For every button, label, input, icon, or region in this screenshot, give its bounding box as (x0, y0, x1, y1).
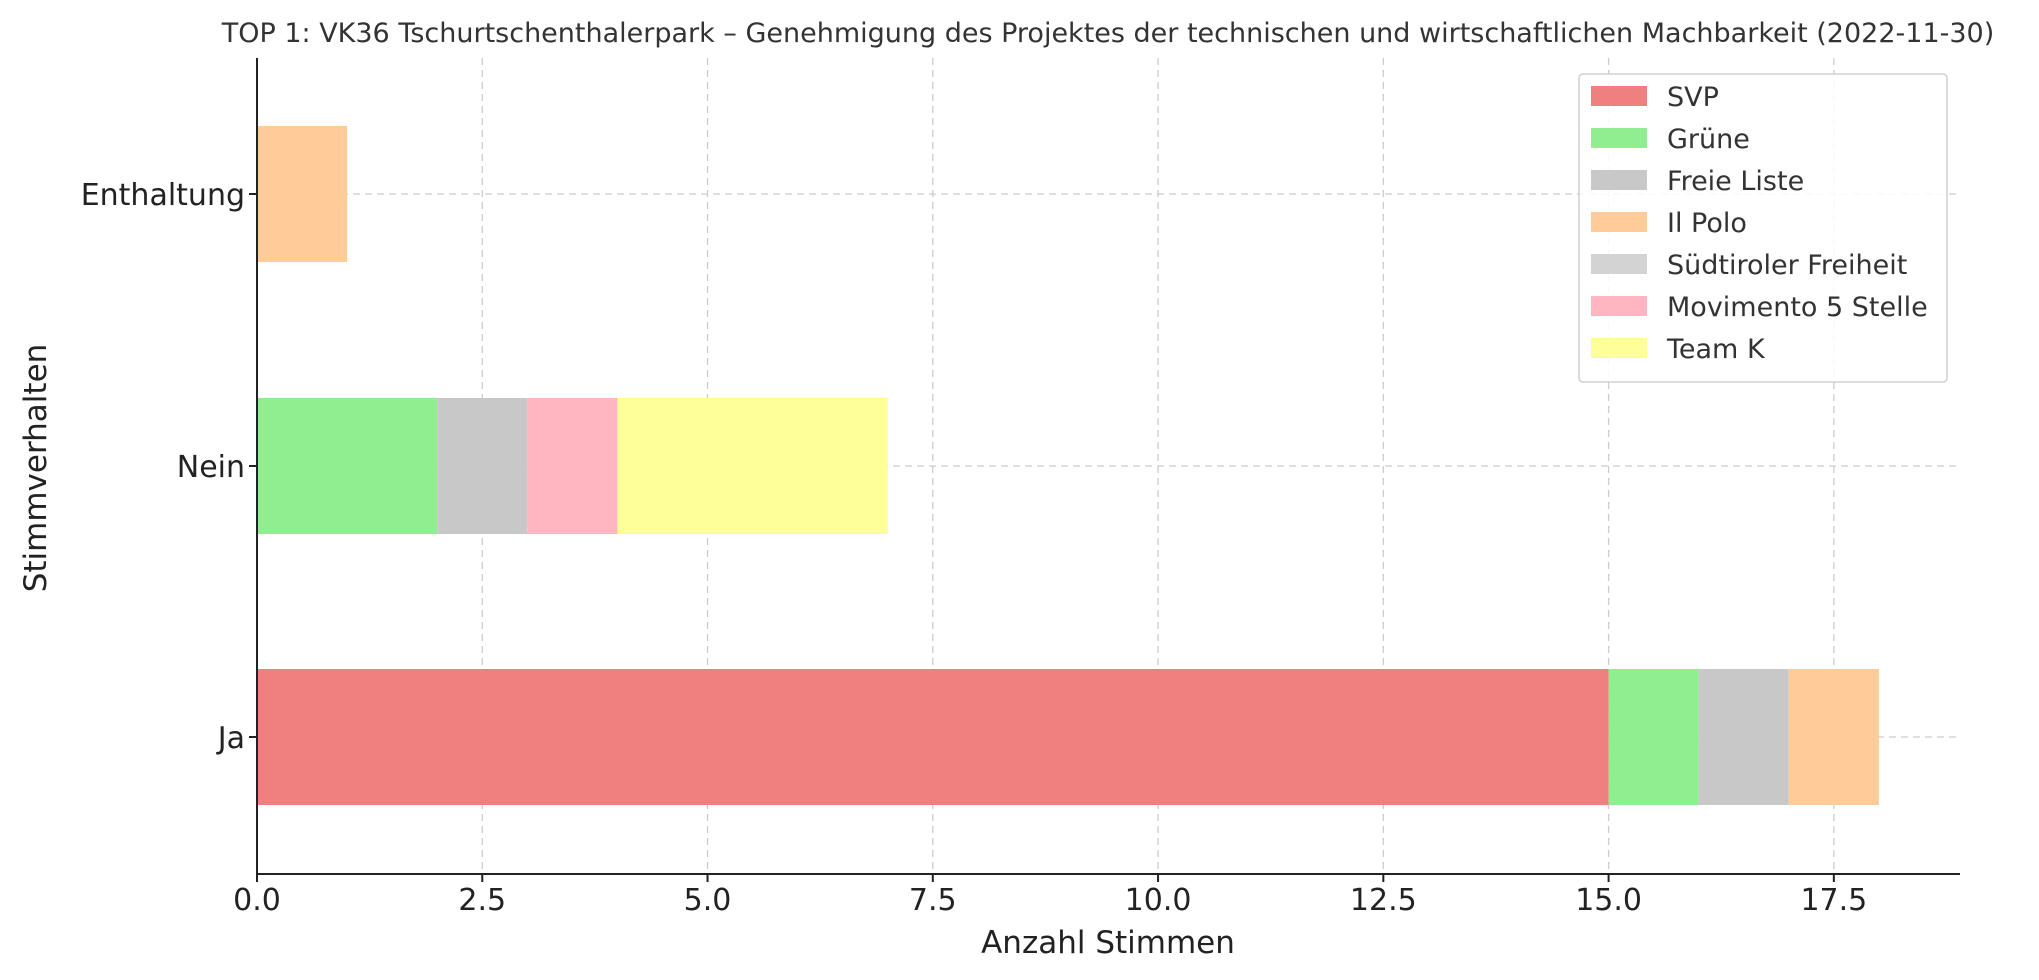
y-tick-label: Enthaltung (81, 178, 245, 213)
x-tick-label: 5.0 (684, 883, 732, 918)
bar-segment (527, 398, 618, 534)
legend-swatch (1591, 212, 1647, 232)
x-tick-label: 7.5 (909, 883, 957, 918)
legend-swatch (1591, 128, 1647, 148)
bar-segment (617, 398, 888, 534)
legend-label: Il Polo (1667, 208, 1747, 239)
legend: SVP Grüne Freie Liste Il Polo Südtiroler Fre… (1578, 73, 1948, 383)
legend-label: Grüne (1667, 124, 1750, 155)
bar-segment (437, 398, 528, 534)
legend-swatch (1591, 170, 1647, 190)
y-tick-label: Nein (177, 450, 245, 485)
legend-box (1578, 73, 1948, 383)
x-tick-label: 12.5 (1350, 883, 1417, 918)
legend-label: Team K (1666, 334, 1766, 365)
bar-segment (257, 398, 438, 534)
y-axis-label: Stimmverhalten (18, 344, 54, 593)
chart-title: TOP 1: VK36 Tschurtschenthalerpark – Gen… (221, 18, 1995, 49)
x-tick-label: 10.0 (1125, 883, 1192, 918)
ticks: 0.0 2.5 5.0 7.5 10.0 12.5 15.0 17.5 Ja Nein Enthal… (81, 178, 1868, 918)
bar-segment (1608, 669, 1699, 805)
bar-segment (1698, 669, 1789, 805)
x-tick-label: 2.5 (458, 883, 506, 918)
y-tick-label: Ja (216, 721, 245, 756)
legend-label: Freie Liste (1667, 166, 1804, 197)
x-axis-label: Anzahl Stimmen (981, 925, 1235, 961)
legend-swatch (1591, 296, 1647, 316)
bar-segment (257, 126, 348, 262)
legend-swatch (1591, 254, 1647, 274)
bar-segment (1788, 669, 1879, 805)
legend-swatch (1591, 338, 1647, 358)
legend-swatch (1591, 86, 1647, 106)
legend-label: Südtiroler Freiheit (1667, 250, 1907, 281)
x-tick-label: 0.0 (233, 883, 281, 918)
x-tick-label: 15.0 (1575, 883, 1642, 918)
x-tick-label: 17.5 (1800, 883, 1867, 918)
bars (257, 126, 1879, 805)
bar-segment (257, 669, 1609, 805)
legend-label: SVP (1667, 82, 1719, 113)
legend-label: Movimento 5 Stelle (1667, 292, 1928, 323)
